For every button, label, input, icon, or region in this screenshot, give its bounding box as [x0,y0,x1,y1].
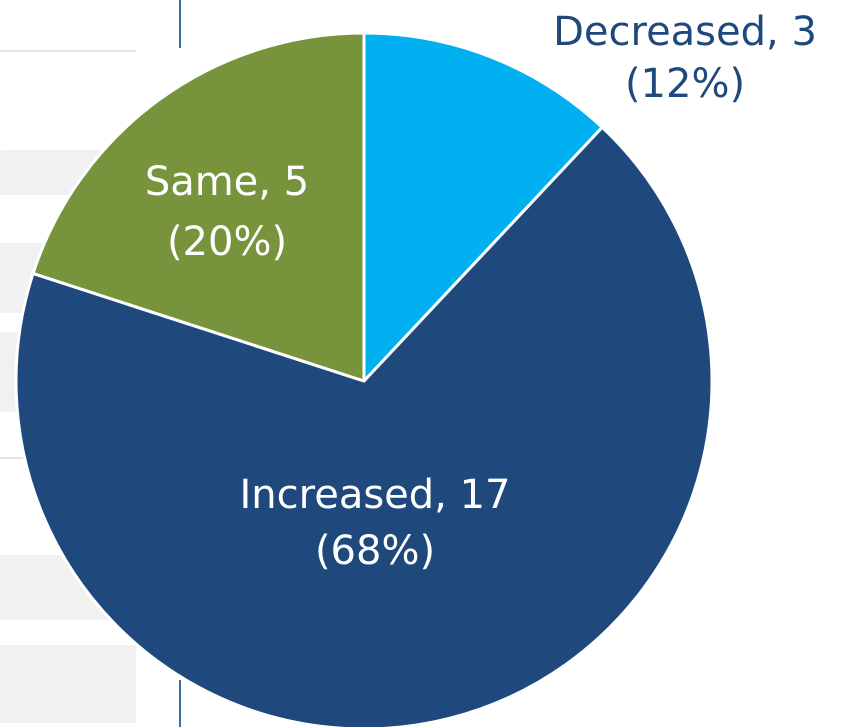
pie-slices [14,31,714,727]
slice-label-increased: Increased, 17 (68%) [240,472,511,574]
slice-label-line1: Increased, 17 [240,472,511,518]
slice-label-line2: (68%) [315,528,435,574]
background-vertical-rule [179,680,181,727]
background-panel [0,645,136,723]
pie-slice-increased [14,125,714,727]
pie-slice-decreased [362,31,604,383]
slice-label-line1: Same, 5 [145,159,309,205]
slice-label-line1: Decreased, 3 [553,9,817,55]
slice-label-line2: (12%) [625,61,745,107]
slice-label-decreased: Decreased, 3 (12%) [553,9,817,107]
pie-slice-same [31,31,366,383]
background-divider [0,50,136,52]
background-vertical-rule [179,0,181,48]
slice-label-line2: (20%) [167,219,287,265]
slice-label-same: Same, 5 (20%) [145,159,309,265]
pie-labels: Decreased, 3 (12%) Increased, 17 (68%) Same,… [145,9,817,574]
